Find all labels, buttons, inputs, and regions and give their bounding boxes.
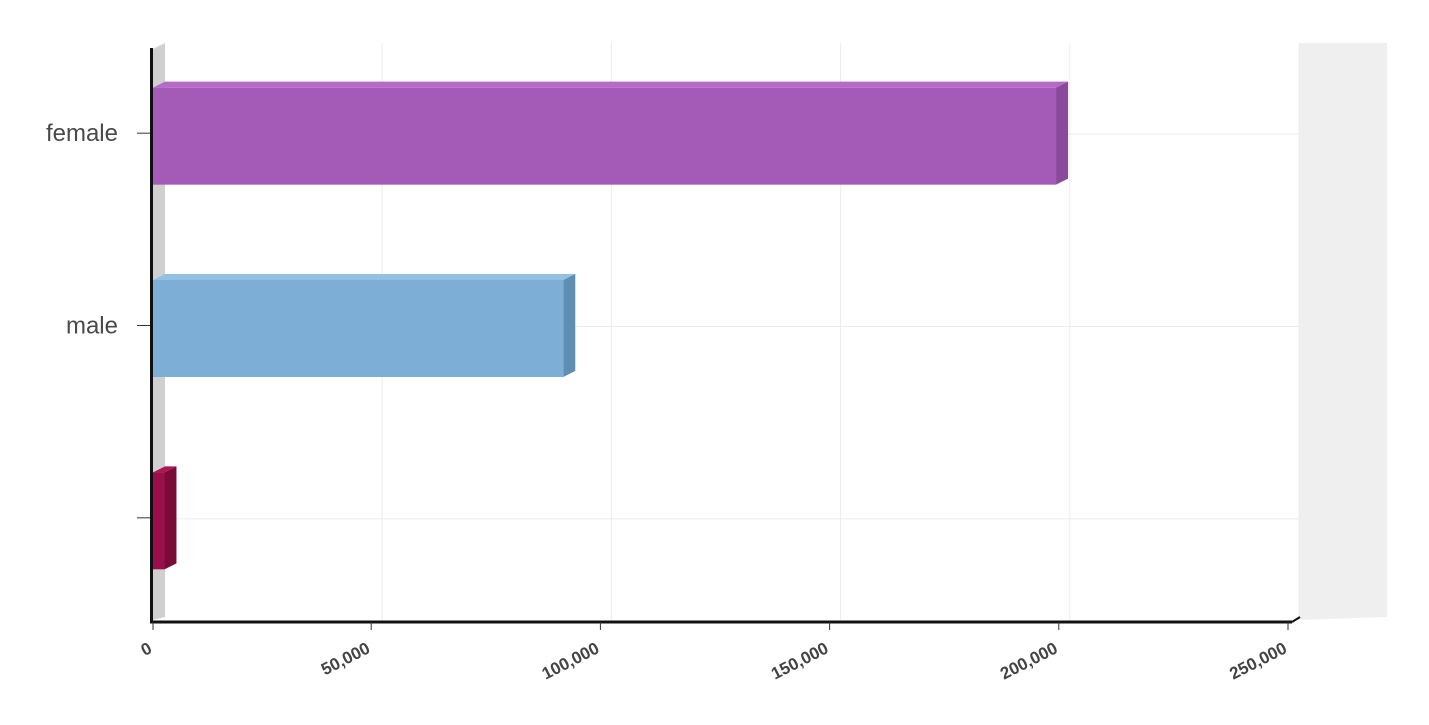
bar-front bbox=[153, 87, 1057, 185]
axes bbox=[137, 48, 1301, 630]
bar-top bbox=[153, 274, 576, 280]
bar-female bbox=[153, 81, 1069, 185]
bar-unlabeled bbox=[153, 466, 177, 570]
back-wall bbox=[1299, 43, 1387, 620]
tick-labels: 0 50,000 100,000 150,000 200,000 250,000 bbox=[138, 639, 1290, 684]
x-tick-label: 0 bbox=[138, 639, 155, 660]
category-label: male bbox=[66, 313, 118, 340]
bar-front bbox=[153, 280, 564, 377]
x-tick-label: 50,000 bbox=[318, 639, 373, 680]
bar-male bbox=[153, 274, 576, 377]
bar-side bbox=[164, 466, 177, 570]
category-labels: female male bbox=[46, 120, 118, 339]
x-axis-corner bbox=[1291, 616, 1301, 623]
x-tick-label: 250,000 bbox=[1226, 639, 1289, 684]
bar-front bbox=[153, 472, 165, 570]
bar-side bbox=[563, 274, 576, 377]
x-tick-label: 200,000 bbox=[997, 639, 1060, 684]
category-label: female bbox=[46, 120, 118, 147]
x-tick-label: 150,000 bbox=[768, 639, 831, 684]
bars bbox=[153, 81, 1069, 570]
x-tick-label: 100,000 bbox=[539, 639, 602, 684]
bar-top bbox=[153, 81, 1069, 88]
bar-side bbox=[1056, 81, 1069, 185]
bar-top bbox=[153, 466, 177, 473]
